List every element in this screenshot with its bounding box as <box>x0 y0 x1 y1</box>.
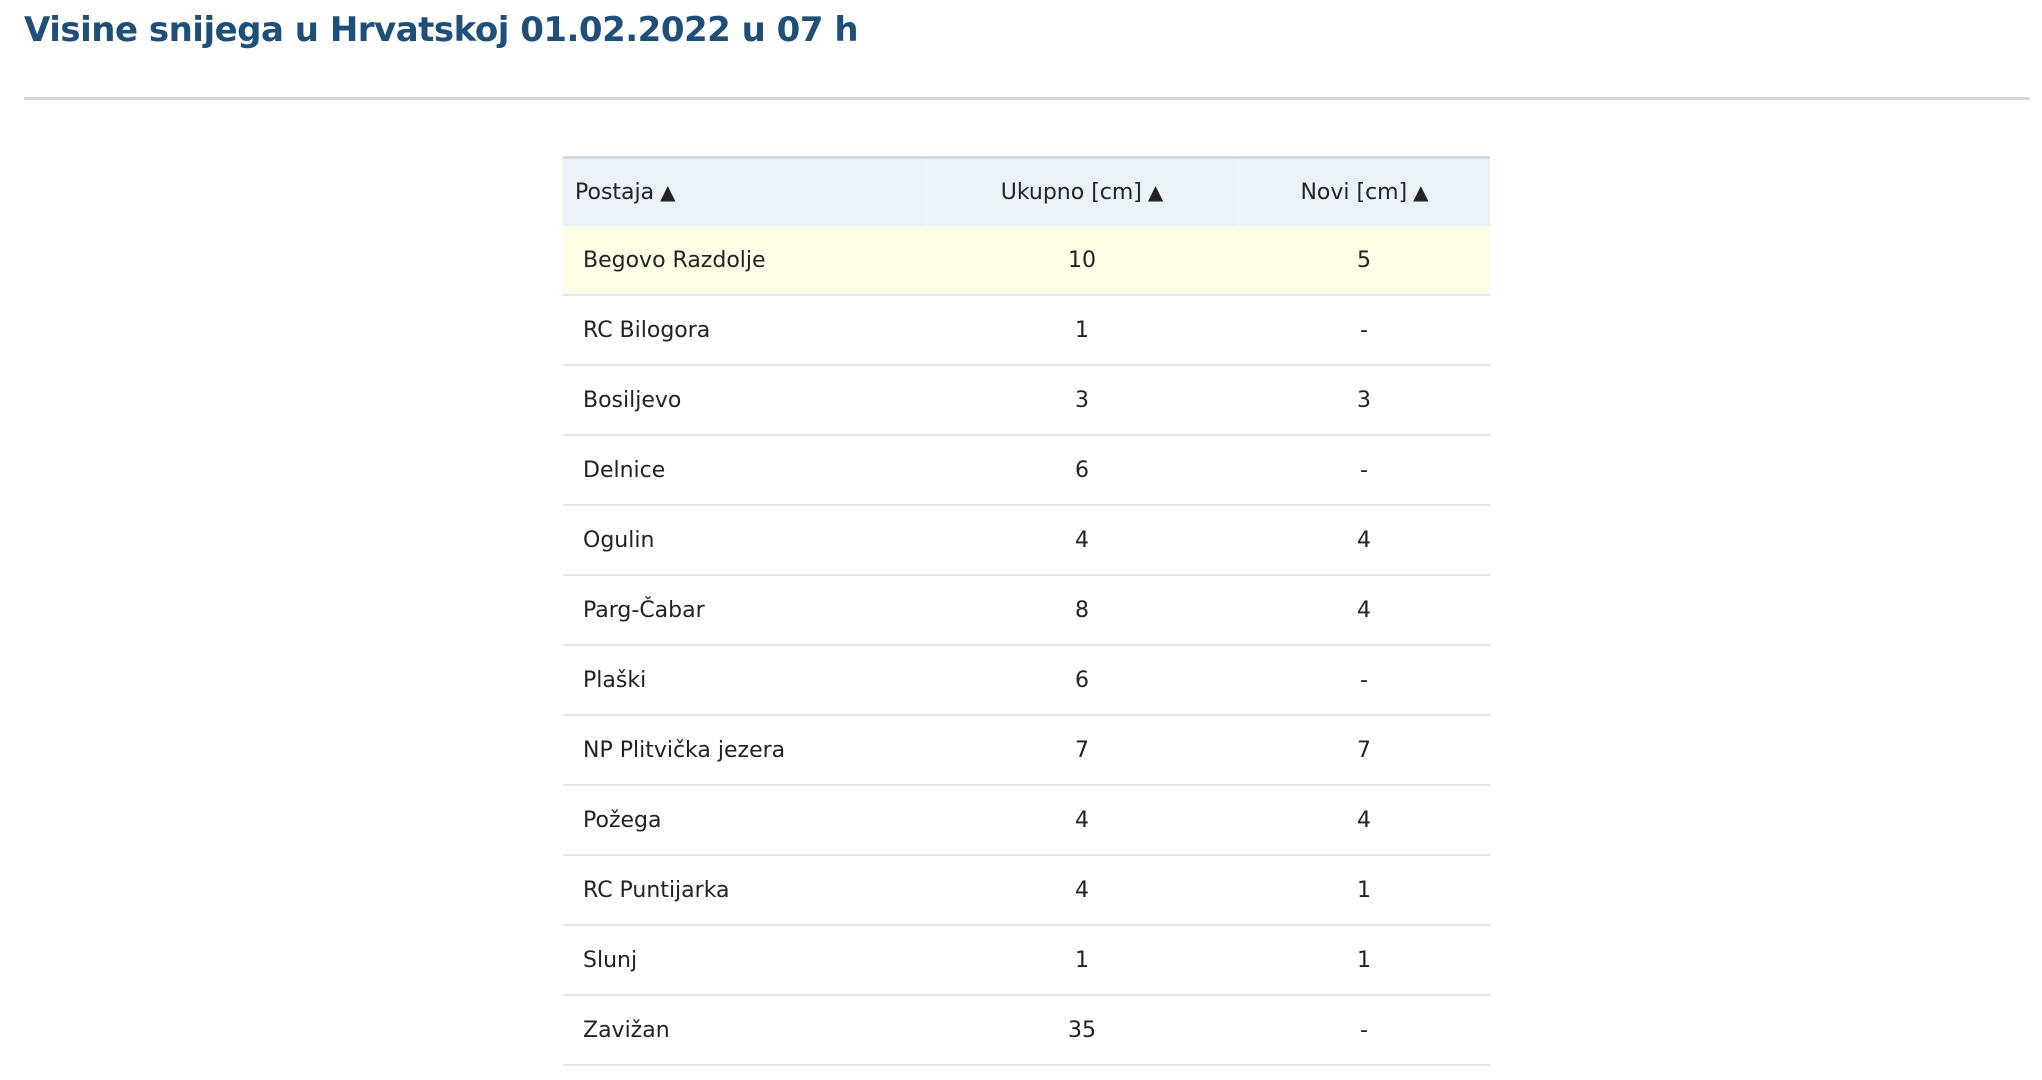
station-cell: Zavižan <box>563 995 926 1066</box>
total-cm-cell: 4 <box>926 785 1238 856</box>
table-row: Slunj 1 1 <box>563 925 1490 996</box>
table-row: Zavižan 35- <box>563 995 1490 1066</box>
total-cm-cell: 6 <box>926 435 1238 506</box>
station-cell: RC Bilogora <box>563 295 926 366</box>
total-cm-cell: 6 <box>926 645 1238 716</box>
table-row: Parg-Čabar 8 4 <box>563 575 1490 646</box>
new-cm-cell: 7 <box>1238 715 1490 786</box>
total-cm-cell: 4 <box>926 855 1238 926</box>
column-label: Postaja <box>575 180 655 205</box>
table-row: RC Puntijarka 4 1 <box>563 855 1490 926</box>
new-cm-cell: 5 <box>1238 226 1490 296</box>
new-cm-cell: 3 <box>1238 365 1490 436</box>
total-cm-cell: 35 <box>926 995 1238 1066</box>
table-row: Plaški 6- <box>563 645 1490 716</box>
new-cm-cell: - <box>1238 995 1490 1066</box>
table-row: Delnice 6- <box>563 435 1490 506</box>
station-cell: Parg-Čabar <box>563 575 926 646</box>
page-title: Visine snijega u Hrvatskoj 01.02.2022 u … <box>24 10 859 50</box>
station-cell: RC Puntijarka <box>563 855 926 926</box>
table-row: Požega 4 4 <box>563 785 1490 856</box>
new-cm-cell: 4 <box>1238 575 1490 646</box>
table-row: NP Plitvička jezera 7 7 <box>563 715 1490 786</box>
column-header-ukupno[interactable]: Ukupno [cm] ▲ <box>926 157 1239 226</box>
table-row: Begovo Razdolje 10 5 <box>563 226 1490 296</box>
column-header-novi[interactable]: Novi [cm] ▲ <box>1238 158 1490 227</box>
new-cm-cell: 1 <box>1238 855 1490 926</box>
total-cm-cell: 4 <box>926 505 1238 576</box>
station-cell: Ogulin <box>563 505 926 576</box>
total-cm-cell: 8 <box>926 575 1238 646</box>
snow-depth-table: Postaja ▲ Ukupno [cm] ▲ Novi [cm] ▲ Begovo … <box>563 156 1490 1066</box>
sort-ascending-icon[interactable]: ▲ <box>1413 180 1429 204</box>
table-header-row: Postaja ▲ Ukupno [cm] ▲ Novi [cm] ▲ <box>563 157 1490 227</box>
column-header-postaja[interactable]: Postaja ▲ <box>563 157 927 226</box>
column-label: Ukupno [cm] <box>1000 180 1142 205</box>
new-cm-cell: - <box>1238 645 1490 716</box>
station-cell: NP Plitvička jezera <box>563 715 926 786</box>
station-cell: Plaški <box>563 645 926 716</box>
station-cell: Požega <box>563 785 926 856</box>
station-cell: Delnice <box>563 435 926 506</box>
station-cell: Bosiljevo <box>563 365 926 436</box>
total-cm-cell: 1 <box>926 295 1238 366</box>
station-cell: Slunj <box>563 925 926 996</box>
total-cm-cell: 7 <box>926 715 1238 786</box>
new-cm-cell: 4 <box>1238 785 1490 856</box>
table-row: Bosiljevo 3 3 <box>563 365 1490 436</box>
sort-ascending-icon[interactable]: ▲ <box>1147 180 1164 204</box>
table-row: Ogulin 4 4 <box>563 505 1490 576</box>
total-cm-cell: 3 <box>926 365 1238 436</box>
total-cm-cell: 10 <box>926 226 1238 296</box>
station-cell: Begovo Razdolje <box>563 226 926 296</box>
table-row: RC Bilogora 1- <box>563 295 1490 366</box>
new-cm-cell: 1 <box>1238 925 1490 996</box>
divider <box>24 97 2030 100</box>
column-label: Novi [cm] <box>1300 180 1408 205</box>
total-cm-cell: 1 <box>926 925 1238 996</box>
new-cm-cell: - <box>1238 435 1490 506</box>
new-cm-cell: - <box>1238 295 1490 366</box>
sort-ascending-icon[interactable]: ▲ <box>660 180 676 204</box>
new-cm-cell: 4 <box>1238 505 1490 576</box>
